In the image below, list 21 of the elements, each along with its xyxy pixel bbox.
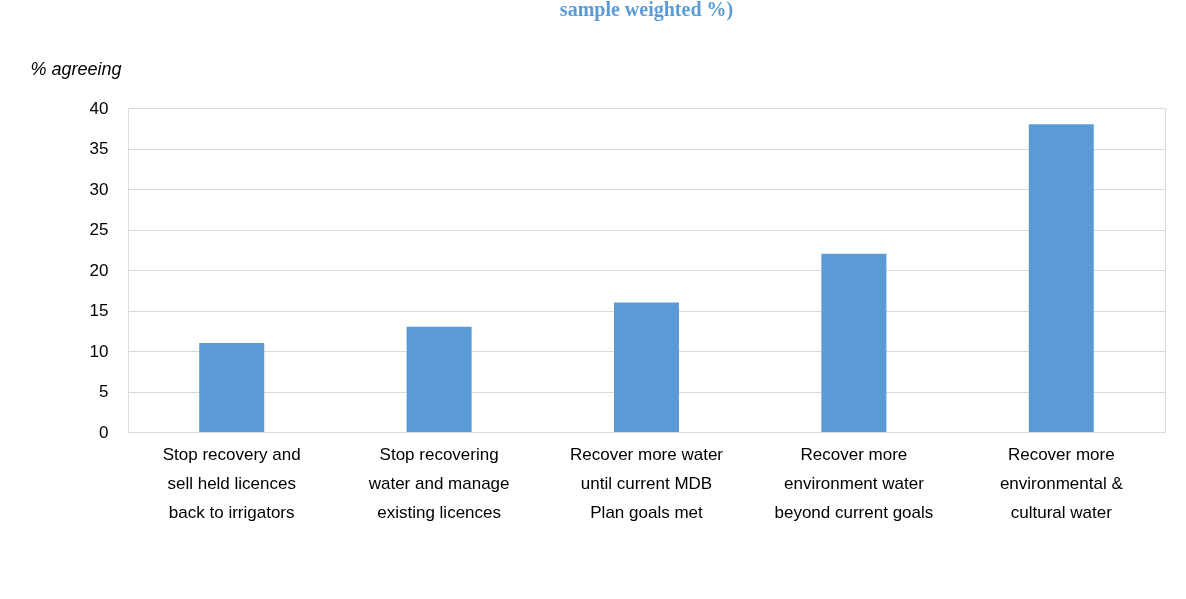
x-tick-label: Recover more environmental & cultural water <box>999 444 1124 522</box>
y-tick-label: 40 <box>89 98 109 118</box>
y-axis-title: % agreeing <box>30 58 122 79</box>
x-tick-label: Stop recovering water and manage existing licences <box>367 444 510 522</box>
y-tick-label: 30 <box>89 179 109 199</box>
bar <box>1028 124 1094 432</box>
x-tick-label: Recover more water until current MDB Plan goals met <box>569 444 724 522</box>
y-tick-label: 25 <box>89 220 109 239</box>
y-tick-label: 5 <box>99 382 109 401</box>
y-tick-label: 0 <box>99 422 109 442</box>
y-tick-label: 35 <box>89 139 109 158</box>
y-tick-label: 15 <box>89 301 109 320</box>
x-tick-label: Stop recovery and sell held licences back to irrigators <box>162 444 301 522</box>
bar <box>406 326 472 432</box>
chart-title: sample weighted %) <box>559 0 734 21</box>
bar <box>821 253 887 432</box>
y-tick-label: 20 <box>89 260 109 280</box>
x-tick-label: Recover more environment water beyond current goals <box>774 444 934 522</box>
y-tick-label: 10 <box>89 341 109 361</box>
bar <box>199 342 265 432</box>
bar <box>614 302 679 432</box>
